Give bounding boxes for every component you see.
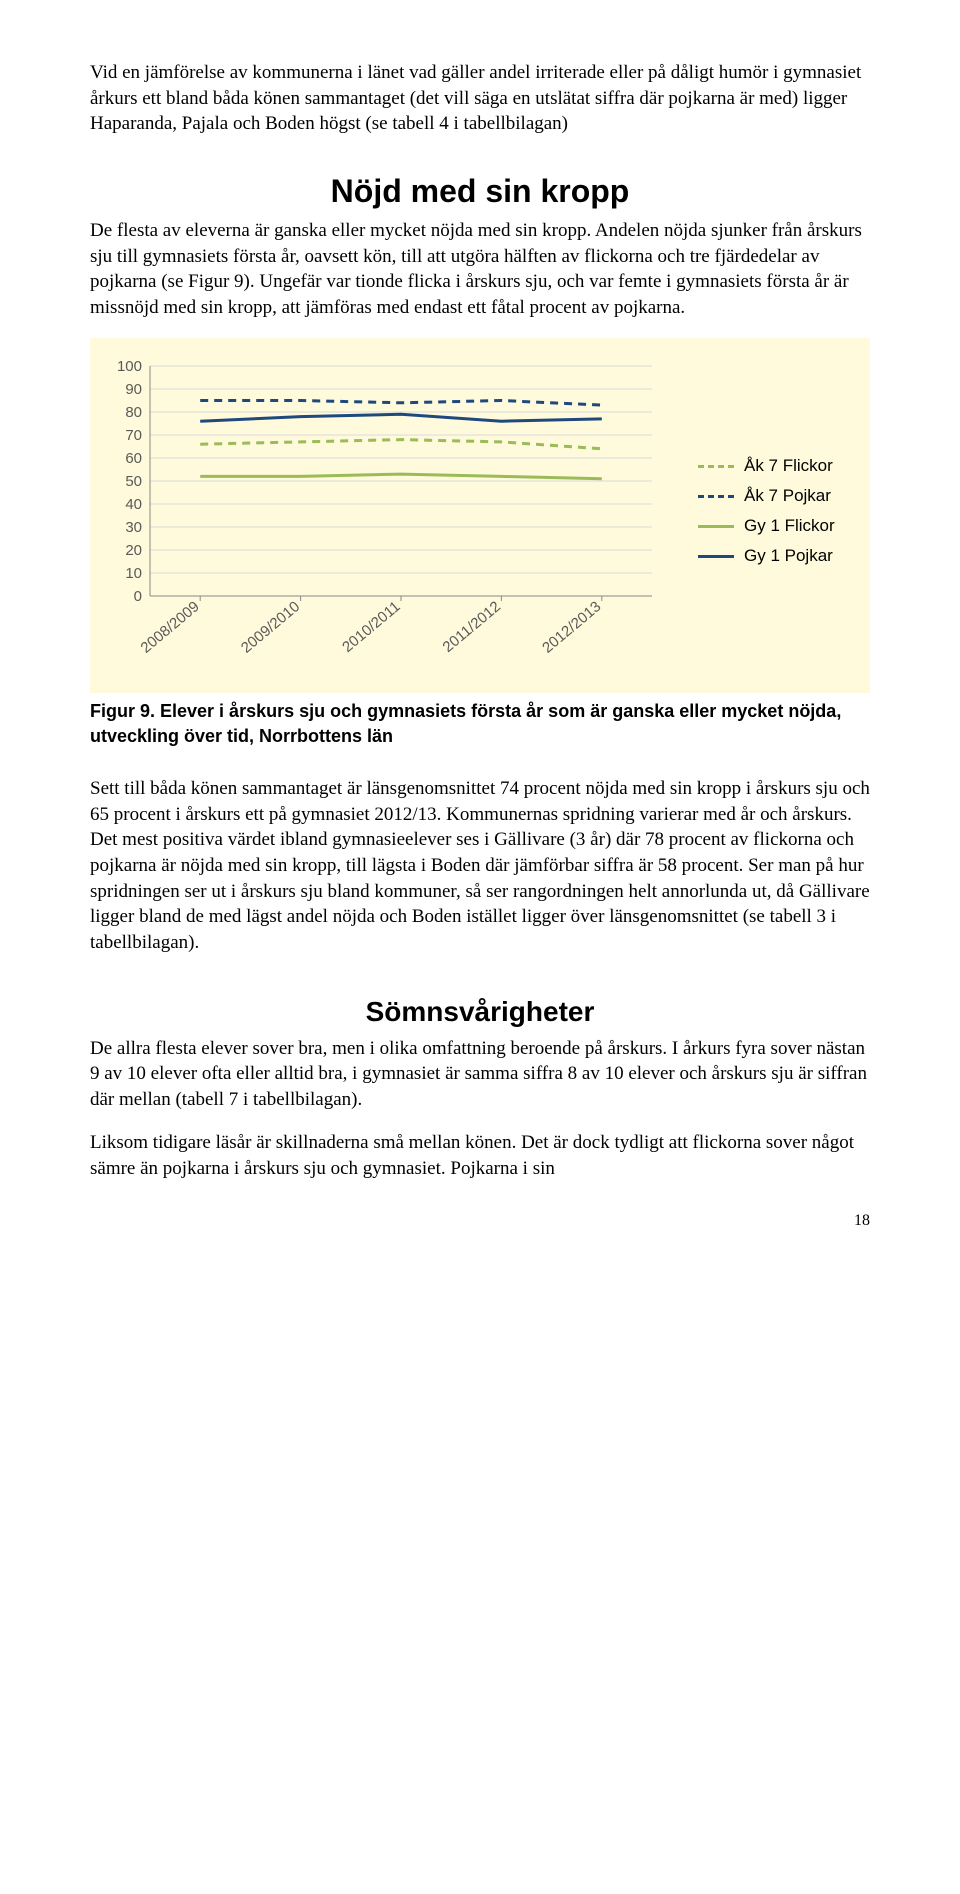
paragraph-4: De allra flesta elever sover bra, men i …	[90, 1036, 870, 1113]
chart-legend: Åk 7 Flickor Åk 7 Pojkar Gy 1 Flickor Gy 1 …	[680, 356, 858, 576]
chart-plot: 0 10 20 30 40 50 60 70 80 90 100 2008/2009 2009/2010…	[102, 356, 680, 681]
legend-swatch	[698, 555, 734, 558]
svg-text:0: 0	[134, 588, 142, 605]
page-number: 18	[90, 1212, 870, 1230]
paragraph-3: Sett till båda könen sammantaget är läns…	[90, 776, 870, 955]
svg-text:2008/2009: 2008/2009	[138, 599, 203, 658]
heading-somn: Sömnsvårigheter	[90, 996, 870, 1028]
figure-caption: Figur 9. Elever i årskurs sju och gymnas…	[90, 699, 870, 748]
legend-item: Åk 7 Flickor	[698, 456, 858, 476]
svg-text:60: 60	[125, 450, 142, 467]
svg-text:2011/2012: 2011/2012	[440, 599, 504, 657]
legend-swatch	[698, 525, 734, 528]
svg-text:90: 90	[125, 381, 142, 398]
legend-label: Åk 7 Pojkar	[744, 486, 831, 506]
document-page: Vid en jämförelse av kommunerna i länet …	[0, 0, 960, 1270]
legend-swatch	[698, 465, 734, 468]
chart-nojd-kropp: 0 10 20 30 40 50 60 70 80 90 100 2008/2009 2009/2010…	[90, 338, 870, 693]
svg-text:100: 100	[117, 358, 142, 375]
svg-text:20: 20	[125, 542, 142, 559]
paragraph-5: Liksom tidigare läsår är skillnaderna sm…	[90, 1130, 870, 1181]
line-chart-svg: 0 10 20 30 40 50 60 70 80 90 100 2008/2009 2009/2010…	[102, 356, 662, 676]
svg-text:80: 80	[125, 404, 142, 421]
svg-text:30: 30	[125, 519, 142, 536]
svg-text:50: 50	[125, 473, 142, 490]
svg-text:2012/2013: 2012/2013	[539, 599, 604, 658]
svg-text:40: 40	[125, 496, 142, 513]
paragraph-2: De flesta av eleverna är ganska eller my…	[90, 218, 870, 321]
paragraph-1: Vid en jämförelse av kommunerna i länet …	[90, 60, 870, 137]
legend-label: Gy 1 Flickor	[744, 516, 835, 536]
svg-text:2010/2011: 2010/2011	[339, 599, 403, 657]
svg-text:70: 70	[125, 427, 142, 444]
svg-text:10: 10	[125, 565, 142, 582]
legend-swatch	[698, 495, 734, 498]
legend-item: Gy 1 Flickor	[698, 516, 858, 536]
legend-item: Gy 1 Pojkar	[698, 546, 858, 566]
heading-nojd: Nöjd med sin kropp	[90, 173, 870, 210]
legend-item: Åk 7 Pojkar	[698, 486, 858, 506]
legend-label: Gy 1 Pojkar	[744, 546, 833, 566]
svg-text:2009/2010: 2009/2010	[238, 599, 303, 658]
legend-label: Åk 7 Flickor	[744, 456, 833, 476]
